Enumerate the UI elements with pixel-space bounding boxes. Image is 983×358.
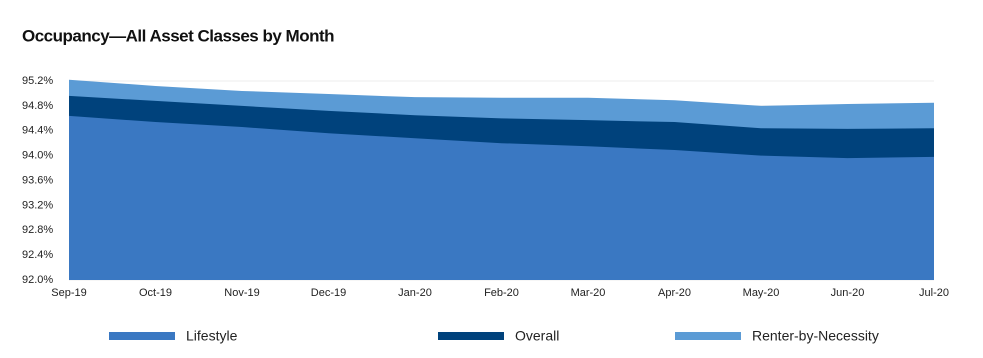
legend-label: Renter-by-Necessity	[752, 328, 879, 344]
x-tick-label: Apr-20	[658, 287, 691, 299]
y-tick-label: 92.8%	[22, 224, 53, 236]
x-tick-label: Mar-20	[571, 287, 606, 299]
x-tick-label: Dec-19	[311, 287, 346, 299]
y-tick-label: 94.4%	[22, 125, 53, 137]
x-tick-label: Oct-19	[139, 287, 172, 299]
y-tick-label: 92.4%	[22, 249, 53, 261]
y-tick-label: 93.2%	[22, 199, 53, 211]
y-tick-label: 92.0%	[22, 274, 53, 286]
y-tick-label: 93.6%	[22, 174, 53, 186]
y-tick-label: 94.8%	[22, 100, 53, 112]
chart-title: Occupancy—All Asset Classes by Month	[22, 26, 334, 45]
x-tick-label: May-20	[743, 287, 780, 299]
x-tick-label: Feb-20	[484, 287, 519, 299]
x-tick-label: Sep-19	[51, 287, 86, 299]
legend-label: Lifestyle	[186, 328, 238, 344]
x-tick-label: Jun-20	[831, 287, 865, 299]
x-tick-label: Jan-20	[398, 287, 432, 299]
x-tick-label: Nov-19	[224, 287, 259, 299]
y-tick-label: 95.2%	[22, 75, 53, 87]
legend-label: Overall	[515, 328, 559, 344]
y-tick-label: 94.0%	[22, 150, 53, 162]
x-tick-label: Jul-20	[919, 287, 949, 299]
area	[69, 115, 934, 280]
legend-swatch	[675, 332, 741, 340]
legend-swatch	[109, 332, 175, 340]
legend-swatch	[438, 332, 504, 340]
